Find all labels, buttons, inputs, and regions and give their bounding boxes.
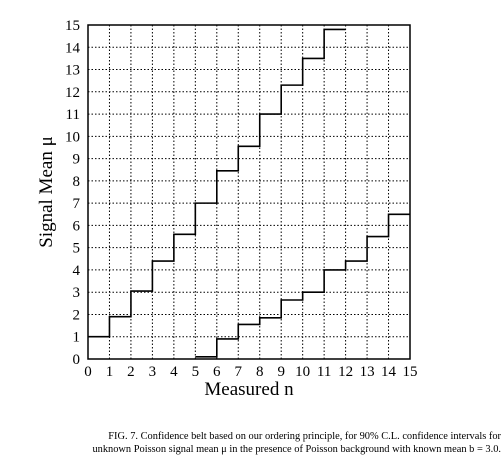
x-axis-label: Measured n bbox=[204, 379, 294, 400]
x-tick-label: 6 bbox=[213, 364, 221, 380]
x-tick-label: 4 bbox=[170, 364, 178, 380]
y-tick-label: 9 bbox=[73, 152, 81, 168]
step-line bbox=[88, 29, 346, 336]
y-tick-label: 15 bbox=[65, 18, 80, 34]
x-tick-label: 13 bbox=[360, 364, 375, 380]
x-tick-label: 0 bbox=[84, 364, 92, 380]
y-tick-label: 1 bbox=[73, 330, 81, 346]
y-tick-label: 3 bbox=[73, 285, 81, 301]
x-tick-label: 3 bbox=[149, 364, 157, 380]
y-tick-label: 5 bbox=[73, 241, 81, 257]
x-tick-label: 15 bbox=[403, 364, 418, 380]
caption-line-1: FIG. 7. Confidence belt based on our ord… bbox=[0, 430, 501, 443]
caption-line-2: unknown Poisson signal mean μ in the pre… bbox=[0, 443, 501, 456]
y-tick-label: 11 bbox=[66, 107, 80, 123]
x-tick-label: 1 bbox=[106, 364, 114, 380]
y-tick-label: 14 bbox=[65, 40, 81, 56]
x-tick-label: 2 bbox=[127, 364, 135, 380]
x-tick-label: 5 bbox=[192, 364, 200, 380]
y-tick-label: 0 bbox=[73, 352, 81, 368]
series-upper-limit bbox=[88, 29, 346, 336]
series-layer bbox=[88, 29, 410, 356]
plot-frame bbox=[88, 25, 410, 359]
x-tick-label: 9 bbox=[277, 364, 285, 380]
x-tick-label: 11 bbox=[317, 364, 331, 380]
grid-lines bbox=[88, 25, 410, 359]
y-tick-label: 4 bbox=[73, 263, 81, 279]
x-tick-label: 12 bbox=[338, 364, 353, 380]
y-tick-label: 8 bbox=[73, 174, 81, 190]
figure-caption: FIG. 7. Confidence belt based on our ord… bbox=[0, 430, 501, 456]
y-tick-label: 13 bbox=[65, 63, 80, 79]
x-tick-label: 14 bbox=[381, 364, 397, 380]
x-tick-label: 10 bbox=[295, 364, 310, 380]
confidence-belt-chart: 0 1 2 3 4 5 6 7 8 9 10 11 12 13 14 15 01234567891011121… bbox=[0, 0, 501, 425]
y-tick-label: 10 bbox=[65, 129, 80, 145]
x-tick-label: 7 bbox=[235, 364, 243, 380]
y-tick-label: 6 bbox=[73, 218, 81, 234]
x-tick-label: 8 bbox=[256, 364, 264, 380]
y-tick-label: 12 bbox=[65, 85, 80, 101]
x-tick-labels: 0 1 2 3 4 5 6 7 8 9 10 11 12 13 14 15 bbox=[84, 364, 417, 380]
y-tick-label: 2 bbox=[73, 307, 81, 323]
y-tick-label: 7 bbox=[73, 196, 81, 212]
y-axis-label: Signal Mean μ bbox=[36, 136, 57, 248]
